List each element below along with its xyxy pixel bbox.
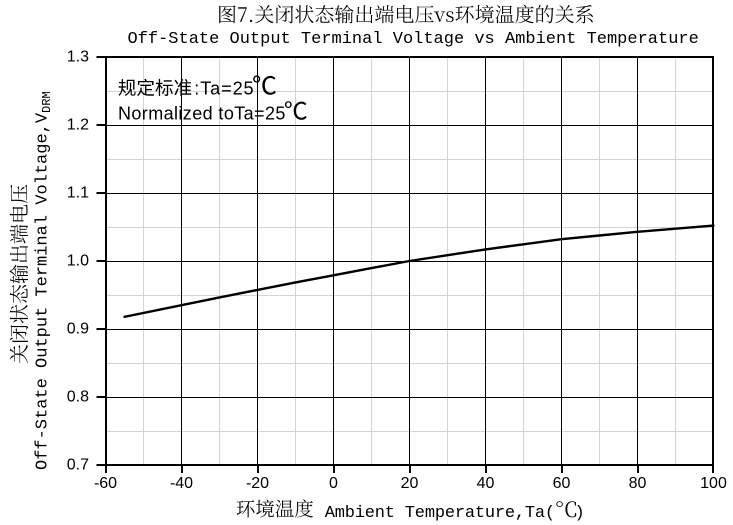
svg-text:-20: -20 (246, 475, 269, 492)
svg-text:Normalized toTa=25: Normalized toTa=25 (118, 104, 286, 124)
svg-text:Ambient Temperature,Ta(: Ambient Temperature,Ta( (325, 504, 555, 523)
svg-text:-40: -40 (170, 475, 193, 492)
svg-text:): ) (575, 504, 585, 523)
svg-text:100: 100 (700, 475, 727, 492)
svg-text:20: 20 (401, 475, 419, 492)
svg-text:0.8: 0.8 (67, 388, 89, 405)
svg-text:1.3: 1.3 (67, 48, 89, 65)
svg-text:1.0: 1.0 (67, 252, 89, 269)
svg-text:0: 0 (329, 475, 338, 492)
svg-text:0.9: 0.9 (67, 320, 89, 337)
svg-text:60: 60 (553, 475, 571, 492)
svg-text:-60: -60 (94, 475, 117, 492)
svg-text:0.7: 0.7 (67, 456, 89, 473)
svg-text:1.1: 1.1 (67, 184, 89, 201)
svg-text:Off-State Output Terminal Volt: Off-State Output Terminal Voltage vs Amb… (128, 30, 699, 49)
svg-text:Off-State Output Terminal Volt: Off-State Output Terminal Voltage,VDRM (34, 91, 55, 470)
svg-text:1.2: 1.2 (67, 116, 89, 133)
svg-text:40: 40 (477, 475, 495, 492)
svg-text::Ta=25: :Ta=25 (194, 79, 254, 99)
svg-text:80: 80 (629, 475, 647, 492)
